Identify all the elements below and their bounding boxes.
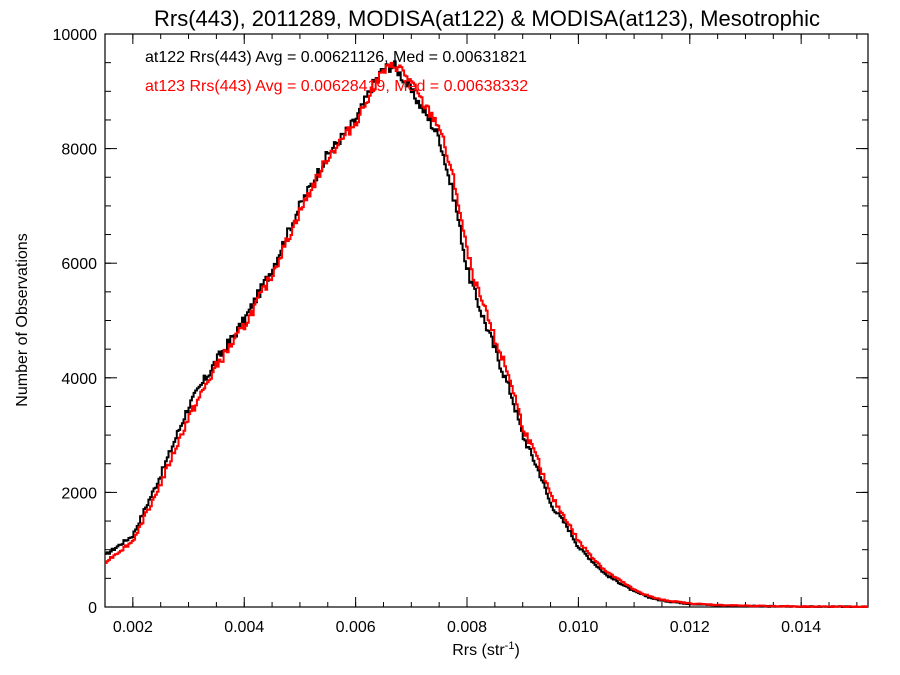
y-tick-label: 0 xyxy=(88,600,97,617)
plot-frame xyxy=(104,33,869,608)
x-axis-ticks: 0.002 0.004 0.006 0.008 0.010 0.012 0.014 xyxy=(104,34,858,636)
x-tick-label: 0.014 xyxy=(781,619,821,636)
y-axis-label: Number of Observations xyxy=(14,233,31,406)
legend-entry-at123: at123 Rrs(443) Avg = 0.00628419, Med = 0… xyxy=(145,78,528,95)
x-tick-label: 0.008 xyxy=(447,619,487,636)
y-tick-label: 8000 xyxy=(61,142,97,159)
x-tick-label: 0.012 xyxy=(670,619,710,636)
series-layer xyxy=(105,60,868,608)
x-axis-label: Rrs (str-1) xyxy=(452,640,520,659)
y-tick-label: 4000 xyxy=(61,371,97,388)
chart-title: Rrs(443), 2011289, MODISA(at122) & MODIS… xyxy=(154,6,820,31)
x-tick-label: 0.002 xyxy=(113,619,153,636)
y-tick-label: 2000 xyxy=(61,485,97,502)
x-tick-label: 0.004 xyxy=(224,619,264,636)
x-tick-label: 0.010 xyxy=(558,619,598,636)
y-tick-label: 6000 xyxy=(61,256,97,273)
series-line-1 xyxy=(105,61,868,608)
y-tick-label: 10000 xyxy=(53,27,98,44)
series-line-0 xyxy=(105,60,868,608)
legend-entry-at122: at122 Rrs(443) Avg = 0.00621126, Med = 0… xyxy=(145,49,527,66)
y-axis-ticks: 0 2000 4000 6000 8000 10000 xyxy=(53,27,868,617)
x-tick-label: 0.006 xyxy=(336,619,376,636)
